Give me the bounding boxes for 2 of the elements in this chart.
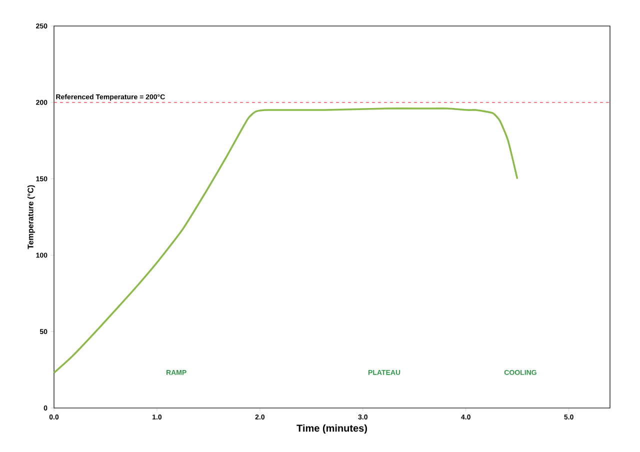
x-axis-title: Time (minutes) <box>296 424 367 434</box>
y-axis-title: Temperature (°C) <box>27 185 35 250</box>
